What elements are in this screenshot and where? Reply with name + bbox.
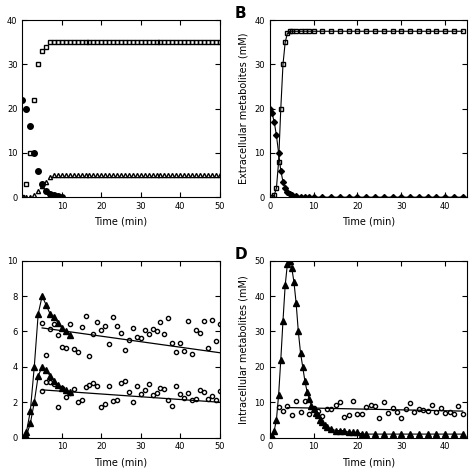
X-axis label: Time (min): Time (min): [342, 457, 395, 467]
Text: D: D: [234, 246, 247, 262]
Y-axis label: Extracellular metabolites (mM): Extracellular metabolites (mM): [239, 33, 249, 184]
Y-axis label: Intracellular metabolites (mM): Intracellular metabolites (mM): [239, 275, 249, 424]
X-axis label: Time (min): Time (min): [342, 217, 395, 227]
Text: B: B: [234, 6, 246, 21]
X-axis label: Time (min): Time (min): [94, 217, 147, 227]
X-axis label: Time (min): Time (min): [94, 457, 147, 467]
